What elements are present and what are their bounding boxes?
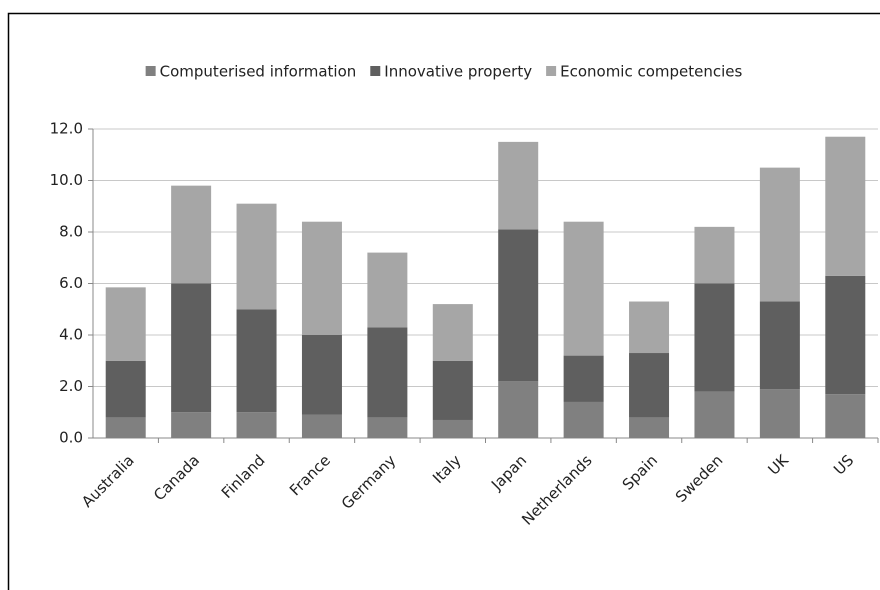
bar-segment [236, 203, 277, 310]
bar-segment [498, 229, 539, 382]
bar-segment [498, 141, 539, 230]
bar-segment [105, 287, 146, 361]
bar-segment [301, 221, 342, 335]
x-tick-label: Netherlands [518, 451, 596, 529]
bar-segment [759, 389, 800, 438]
x-tick-label: France [286, 451, 334, 499]
x-tick-label: Japan [487, 451, 530, 494]
bar-segment [432, 304, 473, 361]
bar-segment [301, 414, 342, 438]
x-tick-label: Canada [150, 451, 203, 504]
x-tick-label: US [830, 451, 857, 478]
y-tick-label: 10.0 [50, 171, 83, 189]
x-tick-label: UK [764, 450, 792, 478]
bar-segment [694, 283, 735, 392]
bar-segment [825, 275, 866, 395]
x-tick-label: Sweden [672, 451, 727, 506]
legend-swatch [145, 66, 156, 76]
bar-segment [367, 417, 408, 438]
legend-label: Computerised information [160, 63, 357, 81]
bar-segment [171, 412, 212, 438]
bar-segment [825, 136, 866, 276]
bar-segment [629, 417, 670, 438]
x-tick-label: Spain [619, 451, 661, 493]
y-tick-label: 0.0 [59, 429, 83, 447]
bar-segment [171, 283, 212, 413]
bar-segment [367, 252, 408, 328]
y-tick-label: 6.0 [59, 274, 83, 292]
bar-segment [105, 417, 146, 438]
bar-segment [367, 327, 408, 418]
bar-segment [759, 167, 800, 302]
bar-segment [563, 221, 604, 356]
bar-segment [694, 391, 735, 438]
x-tick-label: Germany [338, 451, 400, 513]
x-tick-label: Finland [218, 451, 269, 502]
legend-swatch [546, 66, 557, 76]
bar-segment [563, 401, 604, 438]
bar-segment [236, 412, 277, 438]
bar-segment [432, 360, 473, 420]
bar-segment [759, 301, 800, 390]
legend-label: Innovative property [384, 63, 532, 81]
bar-segment [694, 226, 735, 284]
bar-segment [171, 185, 212, 284]
bar-segment [825, 394, 866, 438]
bar-segment [498, 381, 539, 438]
bar-segment [301, 335, 342, 415]
legend-swatch [370, 66, 381, 76]
y-tick-label: 2.0 [59, 377, 83, 395]
y-tick-label: 12.0 [50, 120, 83, 138]
bar-segment [236, 309, 277, 413]
bar-segment [105, 360, 146, 418]
bar-segment [563, 355, 604, 402]
x-tick-label: Australia [78, 451, 138, 511]
x-tick-label: Italy [429, 451, 465, 487]
legend-label: Economic competencies [560, 63, 742, 81]
y-tick-label: 4.0 [59, 326, 83, 344]
bar-segment [629, 353, 670, 418]
chart-border [7, 12, 880, 590]
legend: Computerised information Innovative prope… [145, 63, 743, 81]
bar-segment [432, 419, 473, 438]
y-tick-label: 8.0 [59, 223, 83, 241]
bar-segment [629, 301, 670, 354]
